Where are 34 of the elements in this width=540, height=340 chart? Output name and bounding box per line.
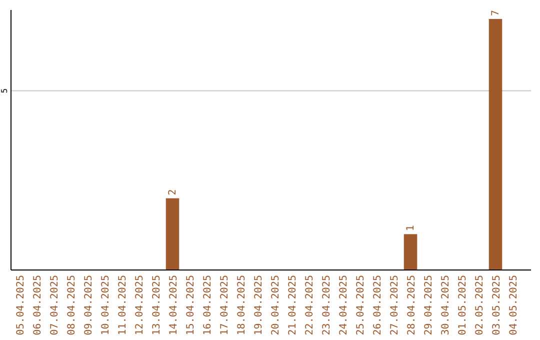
x-tick-label: 24.04.2025 <box>338 275 350 336</box>
data-label: 1 <box>406 225 416 232</box>
data-label: 2 <box>168 189 178 196</box>
x-tick-label: 02.05.2025 <box>474 275 486 336</box>
x-tick-label: 08.04.2025 <box>66 275 78 336</box>
data-label: 7 <box>490 10 502 16</box>
x-tick-label: 16.04.2025 <box>202 275 214 336</box>
x-tick-label: 22.04.2025 <box>304 275 316 336</box>
x-tick-label: 12.04.2025 <box>134 275 146 336</box>
x-tick-label: 21.04.2025 <box>288 275 298 336</box>
x-tick-label: 13.04.2025 <box>152 275 162 336</box>
x-tick-label: 27.04.2025 <box>390 275 400 336</box>
x-tick-label: 29.04.2025 <box>424 275 434 336</box>
x-tick-label: 15.04.2025 <box>186 275 196 336</box>
x-tick-label: 26.04.2025 <box>372 275 384 336</box>
x-tick-label: 06.04.2025 <box>32 275 44 336</box>
x-tick-label: 09.04.2025 <box>84 275 94 336</box>
x-tick-label: 25.04.2025 <box>356 275 366 336</box>
x-tick-label: 03.05.2025 <box>492 275 502 336</box>
y-tick-label: 5 <box>0 88 9 94</box>
x-tick-label: 04.05.2025 <box>508 275 520 336</box>
x-tick-label: 05.04.2025 <box>16 275 26 336</box>
x-tick-label: 11.04.2025 <box>118 275 128 336</box>
x-tick-label: 23.04.2025 <box>322 275 332 336</box>
x-tick-label: 28.04.2025 <box>406 275 418 336</box>
x-tick-label: 14.04.2025 <box>168 275 180 336</box>
x-tick-label: 19.04.2025 <box>254 275 264 336</box>
x-tick-label: 01.05.2025 <box>458 275 468 336</box>
x-tick-label: 20.04.2025 <box>270 275 282 336</box>
x-tick-label: 18.04.2025 <box>236 275 248 336</box>
x-tick-label: 30.04.2025 <box>440 275 452 336</box>
x-tick-label: 17.04.2025 <box>220 275 230 336</box>
x-tick-label: 07.04.2025 <box>50 275 60 336</box>
x-tick-label: 10.04.2025 <box>100 275 112 336</box>
